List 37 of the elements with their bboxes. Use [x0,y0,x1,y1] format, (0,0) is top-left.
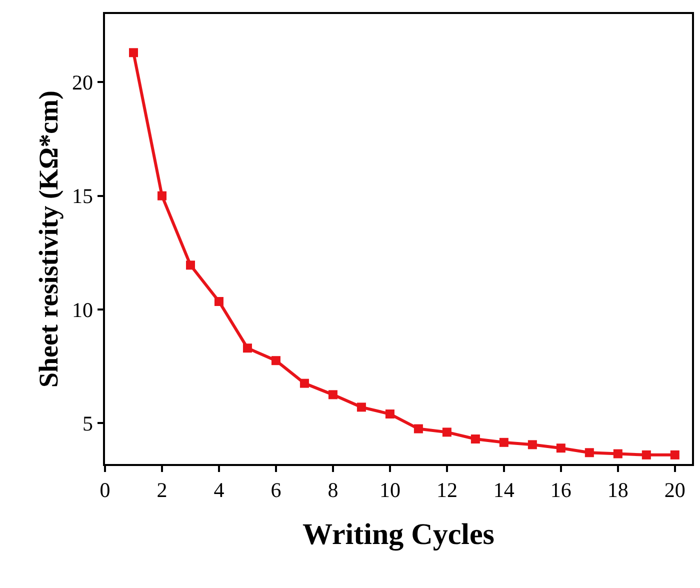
point [642,450,651,460]
point [442,428,452,437]
point [356,402,366,412]
x-tick-label: 6 [270,478,282,502]
point [157,191,166,200]
x-tick-label: 8 [328,478,338,502]
y-tick-label: 10 [72,298,94,322]
x-tick-label: 2 [156,478,168,502]
x-tick-label: 12 [436,478,458,502]
point [528,440,537,450]
point [613,449,622,458]
y-axis-title: Sheet resistivity (KΩ*cm) [34,90,64,388]
x-tick-label: 10 [379,478,400,502]
point [470,434,480,444]
x-tick-label: 20 [664,478,686,502]
y-tick-label: 5 [82,411,94,436]
point [414,424,423,434]
y-tick-label: 15 [72,184,94,208]
x-tick-label: 16 [550,478,572,502]
point [186,260,195,270]
x-tick-label: 0 [100,478,110,502]
point [670,450,680,460]
point [129,48,138,58]
point [328,390,338,400]
point [271,356,280,366]
point [214,297,224,306]
x-axis-title: Writing Cycles [302,518,494,551]
x-tick-label: 18 [607,478,628,502]
point [584,448,594,458]
point [242,344,252,353]
point [300,378,309,388]
y-tick-label: 20 [72,70,94,95]
point [499,438,508,447]
x-tick-label: 4 [214,478,225,502]
x-tick-label: 14 [493,478,515,502]
point [385,410,394,418]
point [556,444,566,453]
